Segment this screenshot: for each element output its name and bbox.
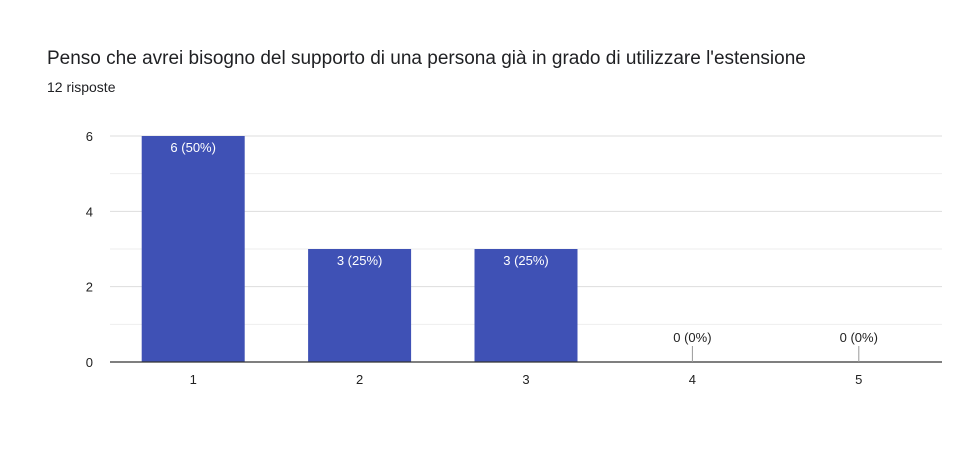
y-tick-label: 6	[86, 129, 93, 144]
bar	[141, 136, 245, 362]
data-label: 0 (0%)	[840, 330, 878, 345]
data-label: 3 (25%)	[337, 253, 383, 268]
response-count: 12 risposte	[47, 79, 116, 95]
x-tick-label: 5	[855, 372, 862, 387]
bar	[308, 249, 412, 362]
x-tick-label: 4	[689, 372, 696, 387]
x-tick-label: 2	[356, 372, 363, 387]
data-label: 3 (25%)	[503, 253, 549, 268]
bar	[474, 249, 578, 362]
chart-title: Penso che avrei bisogno del supporto di …	[47, 48, 806, 69]
x-tick-label: 3	[522, 372, 529, 387]
y-tick-label: 4	[86, 204, 93, 219]
data-label: 6 (50%)	[170, 140, 216, 155]
bars	[141, 136, 578, 362]
data-labels: 6 (50%) 3 (25%) 3 (25%) 0 (0%) 0 (0%)	[170, 140, 878, 362]
y-tick-label: 2	[86, 280, 93, 295]
x-tick-label: 1	[190, 372, 197, 387]
y-tick-label: 0	[86, 355, 93, 370]
data-label: 0 (0%)	[673, 330, 711, 345]
axes: 0 2 4 6 1 2 3 4 5	[86, 129, 942, 387]
